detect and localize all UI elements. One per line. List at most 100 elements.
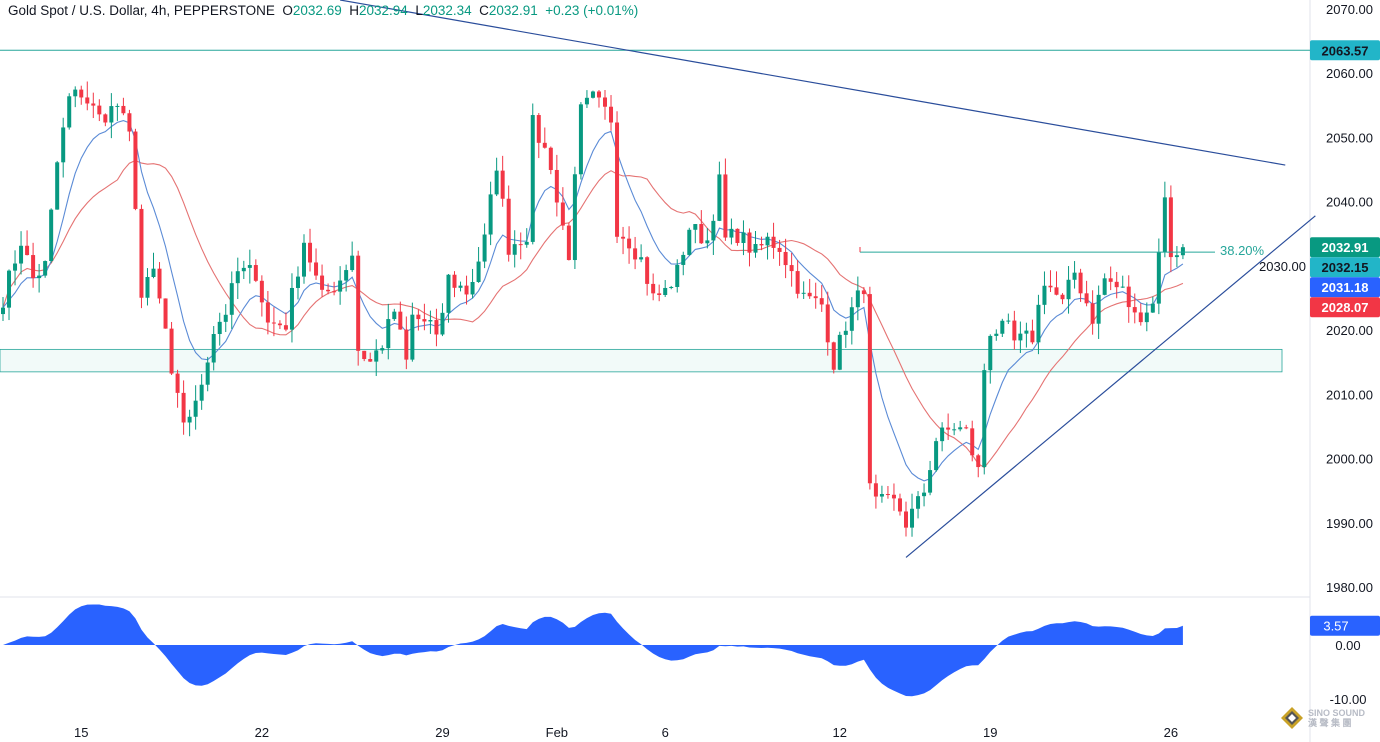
price-label-bg — [1310, 297, 1380, 318]
candle-body — [464, 285, 469, 295]
candle-body — [31, 255, 36, 279]
candle-body — [1102, 278, 1107, 295]
candle-body — [928, 470, 933, 493]
candle-body — [398, 311, 403, 330]
price-axis-tick: 2070.00 — [1326, 2, 1373, 17]
candle-body — [922, 492, 927, 497]
open-value: 2032.69 — [292, 3, 342, 18]
candle-body — [19, 245, 24, 264]
price-label: 2063.57 — [1322, 43, 1369, 58]
price-label-bg — [1310, 277, 1380, 298]
candle-body — [37, 275, 42, 279]
candle-body — [1120, 286, 1125, 288]
candle-body — [934, 441, 939, 471]
candle-body — [536, 115, 541, 143]
candle-body — [897, 498, 902, 512]
candle-body — [103, 114, 108, 123]
price-axis-tick: 2030.00 — [1259, 259, 1306, 274]
candle-body — [259, 280, 264, 303]
candle-body — [253, 265, 258, 281]
candle-body — [302, 242, 306, 277]
candle-body — [621, 236, 626, 239]
candle-body — [566, 225, 571, 261]
candle-body — [783, 251, 788, 266]
candle-body — [741, 232, 746, 244]
candle-body — [940, 427, 945, 442]
candle-body — [7, 270, 12, 308]
candle-body — [1138, 312, 1143, 323]
candle-body — [500, 170, 505, 199]
candle-body — [867, 294, 872, 484]
candle-body — [807, 292, 812, 297]
candle-body — [368, 359, 373, 362]
candle-body — [885, 494, 890, 496]
price-axis-tick: 2040.00 — [1326, 195, 1373, 210]
candle-body — [584, 97, 589, 105]
candle-body — [43, 261, 48, 276]
candle-body — [572, 174, 577, 261]
candle-body — [211, 334, 216, 363]
candle-body — [1018, 333, 1023, 341]
candle-body — [1066, 279, 1071, 300]
price-label-bg — [1310, 237, 1380, 258]
candle-body — [801, 292, 806, 294]
candle-body — [524, 241, 529, 245]
candle-body — [645, 257, 650, 284]
candle-body — [392, 311, 397, 320]
candle-body — [458, 285, 463, 288]
watermark-subtext: 漢 聲 集 團 — [1308, 718, 1352, 728]
time-axis-tick: 29 — [435, 725, 449, 740]
candle-body — [428, 320, 433, 322]
candle-body — [825, 304, 830, 343]
candle-body — [380, 348, 385, 351]
price-label: 2031.18 — [1322, 280, 1369, 295]
candle-body — [849, 307, 854, 331]
candle-body — [705, 240, 710, 244]
candle-body — [1024, 330, 1029, 334]
time-axis-tick: 19 — [983, 725, 997, 740]
candle-body — [67, 96, 72, 128]
open-label: O — [282, 3, 293, 18]
candle-body — [609, 106, 614, 123]
candle-body — [205, 362, 210, 385]
candle-body — [338, 280, 343, 292]
candle-body — [404, 329, 409, 360]
candle-body — [819, 298, 824, 305]
candle-body — [452, 274, 457, 288]
candle-body — [729, 228, 734, 238]
candle-body — [25, 245, 30, 256]
candle-body — [735, 228, 740, 244]
candle-body — [675, 264, 680, 287]
candle-body — [229, 283, 234, 315]
candle-body — [434, 320, 439, 335]
support-zone — [0, 348, 1283, 373]
high-value: 2032.94 — [358, 3, 408, 18]
candle-body — [1030, 330, 1035, 343]
candle-body — [356, 255, 361, 351]
candle-body — [717, 174, 722, 221]
candle-body — [79, 89, 84, 98]
time-axis-tick: 6 — [662, 725, 669, 740]
candle-body — [416, 314, 421, 320]
candle-body — [181, 392, 186, 423]
slow-moving-average-line — [2, 159, 1184, 469]
candle-body — [711, 220, 716, 241]
candle-body — [1150, 303, 1155, 313]
change-value: +0.23 (+0.01%) — [545, 3, 639, 18]
candle-body — [476, 261, 481, 282]
candle-body — [91, 103, 96, 106]
candle-body — [1168, 197, 1173, 258]
candle-body — [1000, 320, 1005, 334]
candle-body — [982, 370, 987, 468]
candle-body — [590, 91, 595, 98]
candle-body — [1012, 320, 1017, 341]
price-label-bg — [1310, 40, 1380, 61]
candle-body — [157, 268, 162, 299]
candle-body — [121, 105, 126, 114]
candle-body — [861, 290, 866, 295]
candle-body — [223, 314, 228, 322]
high-label: H — [349, 3, 359, 18]
candle-body — [247, 265, 252, 268]
time-axis-tick: 15 — [74, 725, 88, 740]
